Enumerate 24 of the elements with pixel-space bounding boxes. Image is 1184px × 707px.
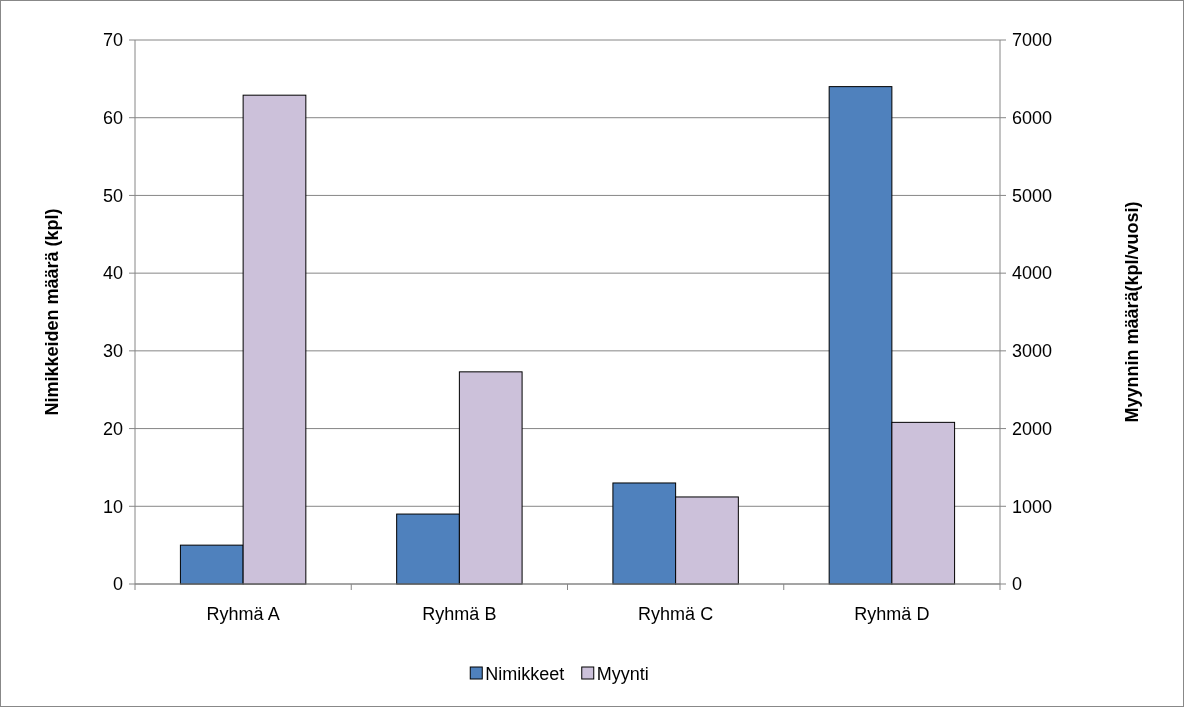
y-tick-label: 20 bbox=[102, 418, 123, 439]
x-tick-label: Ryhmä A bbox=[206, 604, 280, 624]
y2-tick-label: 1000 bbox=[1012, 496, 1053, 517]
x-tick-label: Ryhmä B bbox=[422, 604, 497, 624]
y-tick-label: 50 bbox=[102, 185, 123, 206]
y2-tick-label: 3000 bbox=[1012, 341, 1053, 362]
x-tick-label: Ryhmä C bbox=[638, 604, 714, 624]
y-tick-label: 30 bbox=[102, 341, 123, 362]
y2-tick-label: 5000 bbox=[1012, 185, 1053, 206]
y-tick-label: 70 bbox=[102, 30, 123, 51]
x-tick-label: Ryhmä D bbox=[854, 604, 930, 624]
y2-axis-title: Myynnin määrä(kpl/vuosi) bbox=[1122, 201, 1142, 423]
y-tick-label: 0 bbox=[112, 574, 123, 595]
y2-tick-label: 6000 bbox=[1012, 108, 1053, 129]
y2-tick-label: 7000 bbox=[1012, 30, 1053, 51]
y-tick-label: 60 bbox=[102, 108, 123, 129]
y2-tick-label: 4000 bbox=[1012, 263, 1053, 284]
y-tick-label: 40 bbox=[102, 263, 123, 284]
legend-label: Myynti bbox=[596, 664, 649, 684]
y-axis-title: Nimikkeiden määrä (kpl) bbox=[42, 208, 62, 416]
y2-tick-label: 2000 bbox=[1012, 418, 1053, 439]
legend-label: Nimikkeet bbox=[485, 664, 565, 684]
y2-tick-label: 0 bbox=[1012, 574, 1023, 595]
y-tick-label: 10 bbox=[102, 496, 123, 517]
